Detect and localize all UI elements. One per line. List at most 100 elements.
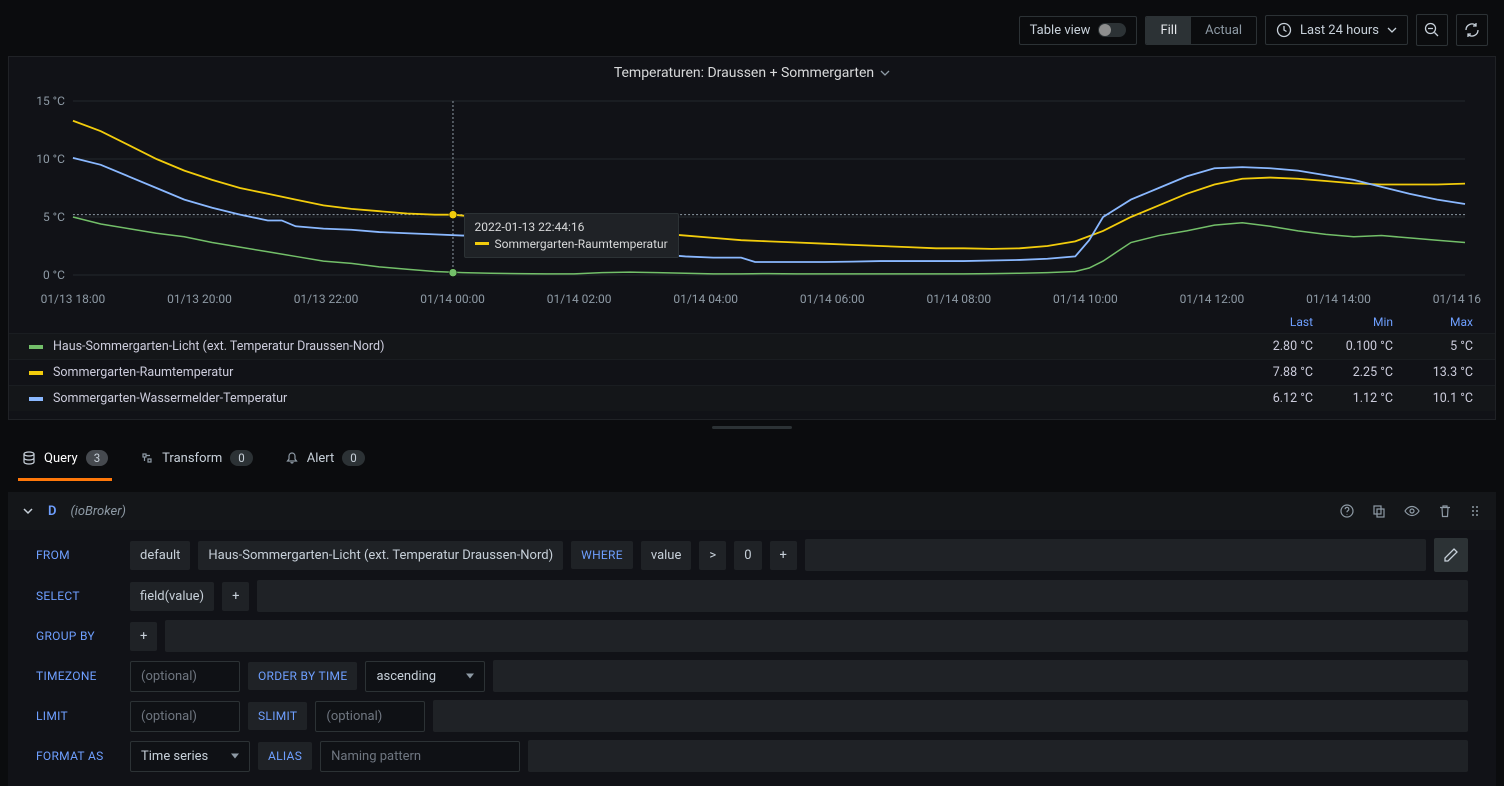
query-drag-handle[interactable] bbox=[1468, 502, 1482, 520]
clause-fill bbox=[805, 539, 1426, 571]
legend-max: 13.3 °C bbox=[1417, 365, 1473, 380]
groupby-add-button[interactable]: + bbox=[130, 622, 157, 651]
trash-icon bbox=[1438, 504, 1452, 518]
legend-last: 2.80 °C bbox=[1257, 339, 1313, 354]
legend-last: 6.12 °C bbox=[1257, 391, 1313, 406]
tab-query[interactable]: Query 3 bbox=[18, 440, 112, 481]
legend-col-min[interactable]: Min bbox=[1337, 315, 1393, 329]
where-field[interactable]: value bbox=[641, 541, 692, 570]
from-clause: FROM default Haus-Sommergarten-Licht (ex… bbox=[8, 534, 1496, 576]
svg-text:01/14 02:00: 01/14 02:00 bbox=[547, 292, 612, 305]
query-datasource[interactable]: (ioBroker) bbox=[70, 504, 125, 519]
tab-alert[interactable]: Alert 0 bbox=[281, 440, 369, 481]
panel-title-row[interactable]: Temperaturen: Draussen + Sommergarten bbox=[9, 57, 1495, 87]
query-letter[interactable]: D bbox=[48, 504, 56, 519]
tab-transform-badge: 0 bbox=[230, 450, 252, 466]
legend-header: Last Min Max bbox=[9, 311, 1495, 333]
legend-col-last[interactable]: Last bbox=[1257, 315, 1313, 329]
legend-row[interactable]: Sommergarten-Wassermelder-Temperatur 6.12… bbox=[9, 385, 1495, 411]
svg-text:01/13 20:00: 01/13 20:00 bbox=[167, 292, 232, 305]
table-view-toggle[interactable]: Table view bbox=[1019, 16, 1138, 45]
slimit-input[interactable]: (optional) bbox=[315, 701, 425, 732]
where-operator[interactable]: > bbox=[699, 541, 726, 570]
legend-swatch bbox=[29, 397, 43, 401]
switch-icon bbox=[1098, 23, 1126, 37]
clause-fill bbox=[165, 620, 1468, 652]
legend-col-max[interactable]: Max bbox=[1417, 315, 1473, 329]
refresh-button[interactable] bbox=[1456, 14, 1488, 46]
svg-text:01/14 04:00: 01/14 04:00 bbox=[673, 292, 738, 305]
time-range-label: Last 24 hours bbox=[1300, 23, 1379, 38]
eye-icon bbox=[1404, 504, 1420, 518]
select-clause: SELECT field(value) + bbox=[8, 576, 1496, 616]
svg-text:0 °C: 0 °C bbox=[43, 268, 65, 282]
zoom-out-icon bbox=[1424, 22, 1440, 38]
legend-series-name: Sommergarten-Wassermelder-Temperatur bbox=[53, 391, 1233, 406]
select-keyword: SELECT bbox=[36, 582, 122, 610]
time-range-picker[interactable]: Last 24 hours bbox=[1265, 15, 1408, 45]
drag-icon bbox=[1470, 504, 1480, 518]
svg-text:10 °C: 10 °C bbox=[36, 152, 65, 166]
fill-button[interactable]: Fill bbox=[1146, 17, 1191, 44]
groupby-clause: GROUP BY + bbox=[8, 616, 1496, 656]
legend-row[interactable]: Sommergarten-Raumtemperatur7.88 °C2.25 °… bbox=[9, 359, 1495, 385]
legend-swatch bbox=[29, 371, 43, 375]
select-field[interactable]: field(value) bbox=[130, 582, 214, 611]
format-keyword: FORMAT AS bbox=[36, 742, 122, 770]
limit-clause: LIMIT (optional) SLIMIT (optional) bbox=[8, 696, 1496, 736]
panel-resizer[interactable] bbox=[0, 420, 1504, 434]
chevron-down-icon[interactable] bbox=[22, 505, 34, 517]
where-value[interactable]: 0 bbox=[734, 541, 761, 570]
orderby-select[interactable]: ascending bbox=[365, 661, 485, 692]
query-row-header: D (ioBroker) bbox=[8, 492, 1496, 530]
timezone-clause: TIMEZONE (optional) ORDER BY TIME ascend… bbox=[8, 656, 1496, 696]
svg-text:01/14 06:00: 01/14 06:00 bbox=[800, 292, 865, 305]
tab-transform[interactable]: Transform 0 bbox=[136, 440, 257, 481]
svg-text:15 °C: 15 °C bbox=[36, 94, 65, 108]
refresh-icon bbox=[1464, 22, 1480, 38]
svg-text:01/14 08:00: 01/14 08:00 bbox=[926, 292, 991, 305]
legend-min: 0.100 °C bbox=[1337, 339, 1393, 354]
pencil-icon bbox=[1443, 547, 1459, 563]
query-duplicate-button[interactable] bbox=[1370, 502, 1388, 520]
limit-input[interactable]: (optional) bbox=[130, 701, 240, 732]
slimit-keyword: SLIMIT bbox=[248, 702, 307, 730]
from-measurement[interactable]: Haus-Sommergarten-Licht (ext. Temperatur… bbox=[198, 541, 563, 570]
clock-icon bbox=[1276, 22, 1292, 38]
panel-title: Temperaturen: Draussen + Sommergarten bbox=[614, 65, 874, 81]
tab-transform-label: Transform bbox=[162, 451, 222, 466]
svg-text:01/13 22:00: 01/13 22:00 bbox=[294, 292, 359, 305]
toggle-text-edit-button[interactable] bbox=[1434, 538, 1468, 572]
help-icon bbox=[1340, 504, 1354, 518]
from-policy[interactable]: default bbox=[130, 541, 190, 570]
format-select[interactable]: Time series bbox=[130, 741, 250, 772]
legend-row[interactable]: Haus-Sommergarten-Licht (ext. Temperatur… bbox=[9, 333, 1495, 359]
zoom-out-button[interactable] bbox=[1416, 14, 1448, 46]
select-add-button[interactable]: + bbox=[222, 582, 249, 611]
svg-text:01/13 18:00: 01/13 18:00 bbox=[41, 292, 106, 305]
legend-max: 10.1 °C bbox=[1417, 391, 1473, 406]
table-view-label: Table view bbox=[1030, 23, 1091, 38]
alias-input[interactable]: Naming pattern bbox=[320, 741, 520, 772]
transform-icon bbox=[140, 451, 154, 465]
where-keyword: WHERE bbox=[571, 541, 633, 569]
query-toggle-visibility-button[interactable] bbox=[1402, 502, 1422, 520]
svg-text:01/14 10:00: 01/14 10:00 bbox=[1053, 292, 1118, 305]
actual-button[interactable]: Actual bbox=[1191, 17, 1256, 44]
query-delete-button[interactable] bbox=[1436, 502, 1454, 520]
svg-text:01/14 00:00: 01/14 00:00 bbox=[420, 292, 485, 305]
timezone-input[interactable]: (optional) bbox=[130, 661, 240, 692]
legend-max: 5 °C bbox=[1417, 339, 1473, 354]
from-keyword: FROM bbox=[36, 541, 122, 569]
bell-icon bbox=[285, 451, 299, 465]
query-help-button[interactable] bbox=[1338, 502, 1356, 520]
where-add-button[interactable]: + bbox=[770, 541, 797, 570]
format-clause: FORMAT AS Time series ALIAS Naming patte… bbox=[8, 736, 1496, 776]
fill-actual-segment: Fill Actual bbox=[1145, 16, 1257, 45]
legend-min: 2.25 °C bbox=[1337, 365, 1393, 380]
line-chart: 0 °C5 °C10 °C15 °C01/13 18:0001/13 20:00… bbox=[23, 91, 1481, 305]
svg-text:01/14 14:00: 01/14 14:00 bbox=[1306, 292, 1371, 305]
legend-swatch bbox=[29, 345, 43, 349]
chart-panel: Temperaturen: Draussen + Sommergarten 0 … bbox=[8, 56, 1496, 420]
chart-area[interactable]: 0 °C5 °C10 °C15 °C01/13 18:0001/13 20:00… bbox=[23, 91, 1481, 305]
